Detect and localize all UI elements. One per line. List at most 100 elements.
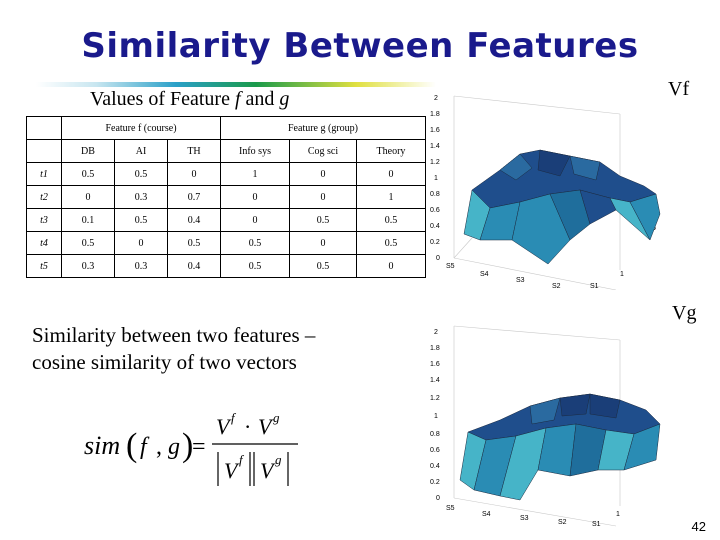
corner-cell [26,139,62,163]
table-cell: 0.1 [61,208,115,232]
z-tick: 1 [434,175,438,182]
formula-numerator: V [258,414,274,439]
table-cell: 0 [220,208,290,232]
table-cell: 0.4 [167,208,221,232]
vf-label: Vf [668,78,689,101]
s-tick: S5 [446,505,455,512]
formula-paren: ) [182,427,193,464]
table-cell: 0.5 [356,231,426,255]
vg-label-text: Vg [672,302,697,324]
similarity-description: Similarity between two features – cosine… [32,322,392,376]
vg-label: Vg [672,302,696,325]
z-tick: 0.6 [430,207,440,214]
vf-surface [463,149,661,265]
z-tick: 1.6 [430,127,440,134]
z-tick: 1.2 [430,395,440,402]
z-tick: 2 [434,329,438,336]
table-cell: 0.5 [289,254,357,278]
column-header: AI [114,139,168,163]
table-cell: 0.5 [114,208,168,232]
table-cell: 0.5 [167,231,221,255]
formula-lhs: sim [84,431,120,460]
table-cell: 0.7 [167,185,221,209]
column-header: DB [61,139,115,163]
z-tick: 1.6 [430,361,440,368]
table-cell: 0.3 [114,185,168,209]
table-cell: 0 [289,231,357,255]
column-header: Cog sci [289,139,357,163]
z-tick: 1.8 [430,345,440,352]
row-label: t4 [26,231,62,255]
table-cell: 0 [167,162,221,186]
table-cell: 0.5 [61,162,115,186]
table-column-header: DB AI TH Info sys Cog sci Theory [26,139,426,163]
z-tick: 1.2 [430,159,440,166]
z-tick: 0.8 [430,191,440,198]
s-tick: S3 [520,515,529,522]
formula-sup: f [239,452,245,467]
formula-g: g [168,434,180,460]
z-tick: 1.4 [430,377,440,384]
table-group-header: Feature f (course) Feature g (group) [26,116,426,140]
vf-surface-plot: 2 1.8 1.6 1.4 1.2 1 0.8 0.6 0.4 0.2 0 S5… [420,90,680,290]
table-cell: 0.3 [114,254,168,278]
s-tick: S2 [552,283,561,290]
formula-sup: g [275,452,282,467]
cosine-formula: sim ( f , g ) = V f · V g V f V g [84,410,298,486]
formula-denominator: V [260,458,276,483]
s-tick: S2 [558,519,567,526]
table-cell: 0.4 [167,254,221,278]
z-tick: 0.4 [430,223,440,230]
feature-table: Feature f (course) Feature g (group) DB … [26,116,426,278]
s-tick: S1 [592,521,601,528]
group-header-g: Feature g (group) [220,116,426,140]
corner-cell [26,116,62,140]
table-cell: 0 [356,254,426,278]
column-header: Theory [356,139,426,163]
group-header-f: Feature f (course) [61,116,221,140]
table-row: t5 0.3 0.3 0.4 0.5 0.5 0 [26,254,426,278]
vf-plot-svg: 2 1.8 1.6 1.4 1.2 1 0.8 0.6 0.4 0.2 0 S5… [430,95,661,290]
vg-plot-svg: 2 1.8 1.6 1.4 1.2 1 0.8 0.6 0.4 0.2 0 S5… [430,325,661,528]
table-cell: 0 [289,162,357,186]
title-underline [36,82,436,87]
caption-prefix: Values of Feature [90,88,235,110]
slide-title: Similarity Between Features [81,26,639,66]
z-tick: 0.6 [430,447,440,454]
s-tick: S4 [480,271,489,278]
formula-denominator: V [224,458,240,483]
formula-paren: ( [126,427,137,464]
table-cell: 0 [114,231,168,255]
table-row: t1 0.5 0.5 0 1 0 0 [26,162,426,186]
table-cell: 0.5 [220,254,290,278]
table-cell: 0 [220,185,290,209]
table-cell: 0.5 [114,162,168,186]
caption-g: g [279,88,290,110]
table-cell: 0.5 [289,208,357,232]
column-header: Info sys [220,139,290,163]
description-line: Similarity between two features – [32,323,316,347]
table-row: t4 0.5 0 0.5 0.5 0 0.5 [26,231,426,255]
table-cell: 1 [356,185,426,209]
table-row: t3 0.1 0.5 0.4 0 0.5 0.5 [26,208,426,232]
table-cell: 0.3 [61,254,115,278]
formula-sup: f [231,410,237,425]
table-cell: 0.5 [61,231,115,255]
z-tick: 0.4 [430,463,440,470]
page-number: 42 [691,519,706,534]
side-tick: 1 [616,511,620,518]
formula-f: f [140,434,150,460]
caption-f: f [234,88,241,110]
table-cell: 0.5 [220,231,290,255]
table-cell: 0.5 [356,208,426,232]
column-header: TH [167,139,221,163]
z-tick: 2 [434,95,438,102]
table-cell: 0 [289,185,357,209]
z-tick: 0 [436,255,440,262]
z-tick: 1 [434,413,438,420]
table-cell: 0 [356,162,426,186]
vf-label-text: Vf [668,78,690,100]
row-label: t3 [26,208,62,232]
s-tick: S3 [516,277,525,284]
z-tick: 0.2 [430,239,440,246]
